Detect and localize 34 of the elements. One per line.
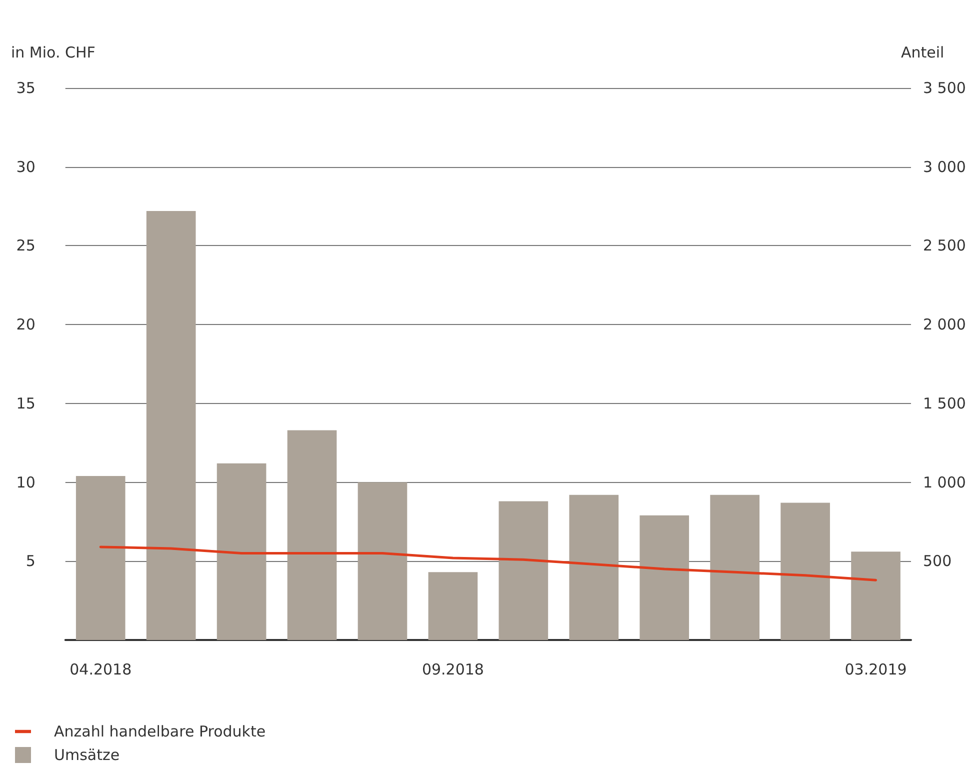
- x-tick-label: 03.2019: [844, 660, 907, 678]
- legend-label: Umsätze: [54, 746, 120, 764]
- y2-tick-label: 500: [923, 552, 952, 570]
- y-tick-label: 5: [26, 552, 36, 570]
- bar: [428, 572, 478, 640]
- x-tick-label: 04.2018: [70, 660, 132, 678]
- line-series: [99, 546, 878, 582]
- bar: [569, 494, 619, 640]
- bar: [851, 552, 900, 640]
- bar: [710, 494, 760, 640]
- y-axis-title: in Mio. CHF: [10, 44, 96, 62]
- y-tick-label: 10: [16, 473, 36, 492]
- y2-axis-title: Anteil: [901, 44, 944, 62]
- y2-tick-label: 2 500: [923, 236, 966, 255]
- x-tick-label: 09.2018: [422, 660, 484, 678]
- legend-label: Anzahl handelbare Produkte: [54, 722, 266, 740]
- y-tick-label: 35: [16, 79, 36, 97]
- y2-tick-label: 3 000: [923, 158, 966, 176]
- bar: [287, 430, 337, 640]
- y-tick-label: 20: [16, 316, 36, 334]
- bar: [498, 501, 548, 640]
- y2-tick-label: 1 000: [923, 473, 966, 492]
- bar: [216, 463, 266, 640]
- y2-tick-label: 2 000: [923, 316, 966, 334]
- y-tick-label: 25: [16, 236, 36, 255]
- bar: [358, 482, 408, 640]
- y-tick-label: 30: [16, 158, 36, 176]
- bar: [640, 515, 690, 640]
- bar: [146, 211, 196, 640]
- bar: [76, 476, 126, 640]
- y-tick-label: 15: [16, 394, 36, 412]
- y2-tick-label: 1 500: [923, 394, 966, 412]
- bar: [780, 502, 830, 640]
- y2-tick-label: 3 500: [923, 79, 966, 97]
